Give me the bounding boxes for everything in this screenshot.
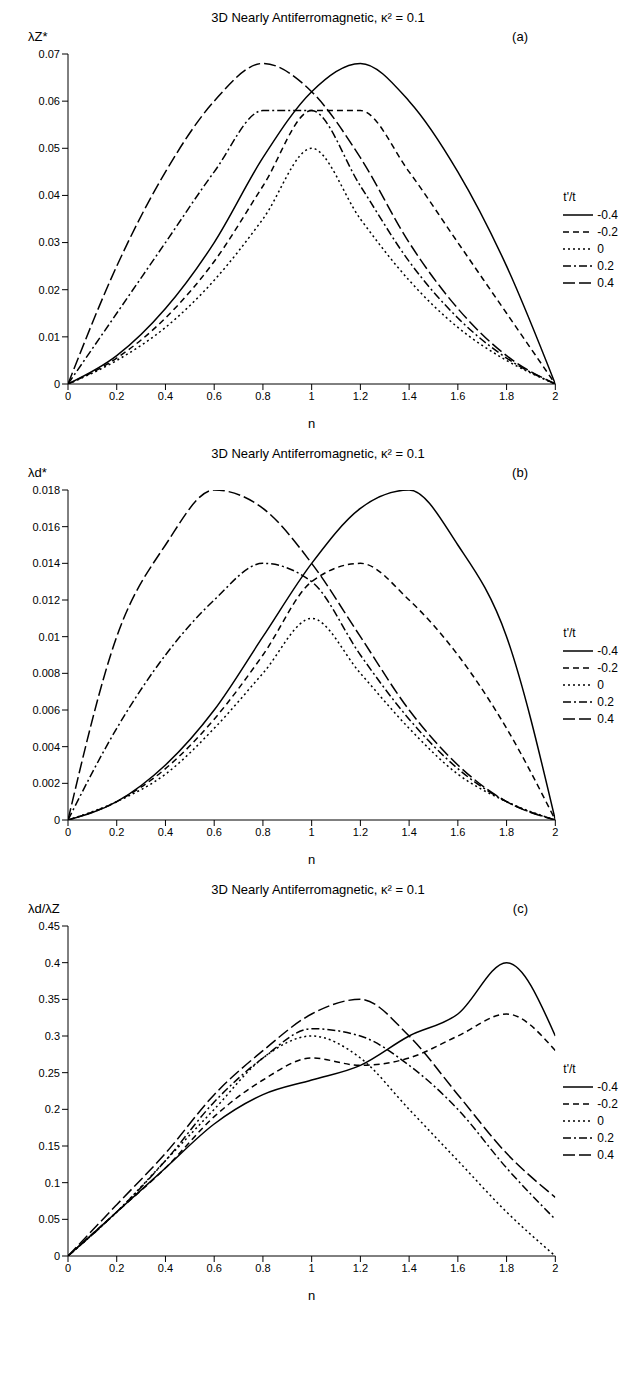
svg-text:1.2: 1.2 [353, 826, 368, 838]
svg-text:0.018: 0.018 [32, 484, 60, 496]
html-text:(a): (a) [512, 29, 528, 44]
html-text:λd*: λd* [28, 465, 47, 480]
svg-text:0.04: 0.04 [39, 189, 60, 201]
svg-text:0.2: 0.2 [45, 1103, 60, 1115]
svg-text:2: 2 [552, 390, 558, 402]
svg-text:0.6: 0.6 [207, 826, 222, 838]
svg-text:0.2: 0.2 [109, 826, 124, 838]
html-text:-0.4: -0.4 [597, 207, 618, 222]
svg-text:1.2: 1.2 [353, 390, 368, 402]
html-text:λZ*: λZ* [28, 29, 48, 44]
svg-text:0.016: 0.016 [32, 521, 60, 533]
svg-text:0.2: 0.2 [109, 1262, 124, 1274]
svg-text:0: 0 [65, 826, 71, 838]
html-text:0.2: 0.2 [597, 1130, 614, 1145]
svg-text:0.2: 0.2 [109, 390, 124, 402]
html-text:-0.2: -0.2 [597, 660, 618, 675]
html-text:0: 0 [597, 1113, 604, 1128]
svg-text:0.006: 0.006 [32, 704, 60, 716]
svg-text:0.35: 0.35 [39, 993, 60, 1005]
svg-text:n: n [308, 1288, 315, 1303]
html-text:t'/t: t'/t [563, 1061, 576, 1076]
html-text:t'/t: t'/t [563, 189, 576, 204]
svg-text:1.8: 1.8 [499, 826, 514, 838]
html-text:(b): (b) [512, 465, 528, 480]
html-text:-0.4: -0.4 [597, 643, 618, 658]
svg-text:0.3: 0.3 [45, 1030, 60, 1042]
svg-text:1.4: 1.4 [401, 390, 416, 402]
svg-text:0.4: 0.4 [158, 826, 173, 838]
svg-text:0.07: 0.07 [39, 48, 60, 60]
svg-text:0: 0 [54, 378, 60, 390]
html-text:t'/t: t'/t [563, 625, 576, 640]
svg-text:0.4: 0.4 [158, 1262, 173, 1274]
svg-text:0.8: 0.8 [255, 826, 270, 838]
html-text:3D Nearly Antiferromagnetic, κ: 3D Nearly Antiferromagnetic, κ² = 0.1 [211, 882, 425, 897]
svg-text:0.01: 0.01 [39, 631, 60, 643]
html-text:0.4: 0.4 [597, 711, 614, 726]
svg-text:2: 2 [552, 1262, 558, 1274]
html-text:0.2: 0.2 [597, 258, 614, 273]
svg-text:0.05: 0.05 [39, 1213, 60, 1225]
svg-text:0.012: 0.012 [32, 594, 60, 606]
svg-text:2: 2 [552, 826, 558, 838]
svg-text:0.4: 0.4 [158, 390, 173, 402]
svg-text:0: 0 [54, 814, 60, 826]
svg-text:1.6: 1.6 [450, 826, 465, 838]
html-text:-0.4: -0.4 [597, 1079, 618, 1094]
html-text:0.2: 0.2 [597, 694, 614, 709]
svg-text:0.05: 0.05 [39, 142, 60, 154]
html-text:3D Nearly Antiferromagnetic, κ: 3D Nearly Antiferromagnetic, κ² = 0.1 [211, 10, 425, 25]
svg-text:0.15: 0.15 [39, 1140, 60, 1152]
svg-text:0.4: 0.4 [45, 957, 60, 969]
svg-text:0.6: 0.6 [207, 390, 222, 402]
html-text:0.4: 0.4 [597, 1147, 614, 1162]
svg-text:1.6: 1.6 [450, 390, 465, 402]
svg-text:1.2: 1.2 [353, 1262, 368, 1274]
html-text:0: 0 [597, 677, 604, 692]
html-text:(c): (c) [512, 901, 528, 916]
svg-text:0.8: 0.8 [255, 1262, 270, 1274]
svg-text:0.014: 0.014 [32, 557, 60, 569]
svg-text:0.008: 0.008 [32, 667, 60, 679]
html-text:-0.2: -0.2 [597, 1096, 618, 1111]
html-text:-0.2: -0.2 [597, 224, 618, 239]
svg-text:0: 0 [65, 390, 71, 402]
svg-text:1.4: 1.4 [401, 1262, 416, 1274]
svg-text:n: n [308, 852, 315, 867]
svg-text:1.8: 1.8 [499, 1262, 514, 1274]
html-text:0: 0 [597, 241, 604, 256]
svg-text:0.06: 0.06 [39, 95, 60, 107]
svg-text:1: 1 [309, 390, 315, 402]
svg-text:1.4: 1.4 [401, 826, 416, 838]
svg-text:1.6: 1.6 [450, 1262, 465, 1274]
svg-text:0.1: 0.1 [45, 1177, 60, 1189]
svg-text:0.25: 0.25 [39, 1067, 60, 1079]
svg-text:0.03: 0.03 [39, 236, 60, 248]
html-text:0.4: 0.4 [597, 275, 614, 290]
svg-text:0: 0 [54, 1250, 60, 1262]
svg-text:0.01: 0.01 [39, 331, 60, 343]
svg-text:0.45: 0.45 [39, 920, 60, 932]
svg-text:n: n [308, 416, 315, 431]
html-text:3D Nearly Antiferromagnetic, κ: 3D Nearly Antiferromagnetic, κ² = 0.1 [211, 446, 425, 461]
svg-text:0.8: 0.8 [255, 390, 270, 402]
svg-text:1: 1 [309, 826, 315, 838]
svg-text:0.6: 0.6 [207, 1262, 222, 1274]
html-text:λd/λZ: λd/λZ [28, 901, 60, 916]
svg-text:0: 0 [65, 1262, 71, 1274]
svg-text:1.8: 1.8 [499, 390, 514, 402]
svg-text:1: 1 [309, 1262, 315, 1274]
svg-text:0.004: 0.004 [32, 741, 60, 753]
svg-text:0.002: 0.002 [32, 777, 60, 789]
svg-text:0.02: 0.02 [39, 284, 60, 296]
